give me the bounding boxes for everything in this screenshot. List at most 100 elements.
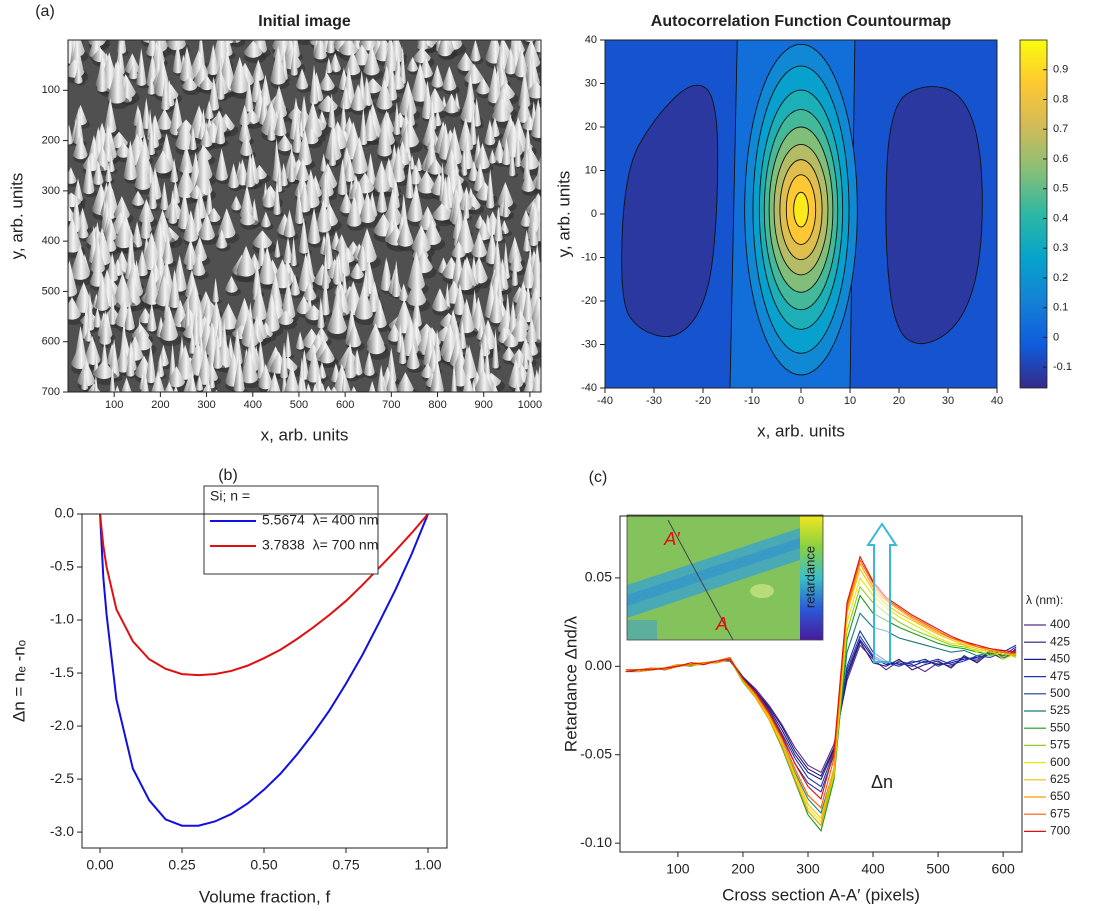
texture-shadow: [403, 409, 412, 414]
texture-cone: [73, 107, 84, 145]
inset-colorbar-label: retardance: [802, 546, 817, 608]
texture-cone: [186, 241, 194, 271]
x-tick-label: 700: [382, 399, 400, 411]
texture-cone: [491, 98, 512, 122]
texture-cone: [304, 304, 323, 321]
texture-cone: [509, 251, 523, 272]
texture-cone: [327, 300, 347, 335]
texture-shadow: [142, 410, 158, 419]
texture-cone: [514, 130, 522, 167]
y-tick-label: -40: [581, 382, 597, 394]
x-tick-label: 800: [428, 399, 446, 411]
colorbar-tick-label: 0: [1053, 331, 1059, 343]
texture-cone: [175, 120, 195, 150]
texture-cone: [144, 267, 160, 305]
texture-cone: [350, 262, 364, 280]
texture-cone: [516, 96, 532, 123]
texture-cone: [162, 233, 174, 265]
texture-shadow: [308, 408, 325, 418]
texture-cone: [521, 170, 536, 192]
texture-cone: [523, 40, 536, 42]
line-series: [625, 640, 1017, 777]
texture-cone: [471, 379, 476, 392]
texture-cone: [488, 149, 497, 164]
texture-cone: [270, 45, 286, 85]
texture-cone: [366, 328, 386, 355]
line-series: [625, 612, 1017, 815]
texture-cone: [330, 386, 338, 392]
texture-cone: [377, 116, 392, 157]
texture-cone: [290, 236, 297, 267]
texture-cone: [192, 236, 207, 262]
texture-cone: [283, 209, 296, 238]
chart-title: Initial image: [258, 13, 351, 30]
texture-cone: [384, 188, 401, 227]
texture-shadow: [389, 418, 397, 423]
texture-cone: [274, 239, 281, 258]
texture-cone: [328, 129, 337, 166]
texture-cone: [406, 392, 423, 418]
texture-cone: [260, 211, 271, 228]
texture-cone: [535, 156, 541, 190]
texture-cone: [489, 289, 504, 324]
texture-cone: [274, 106, 287, 137]
texture-cone: [539, 50, 541, 59]
texture-cone: [305, 383, 312, 392]
texture-shadow: [314, 414, 336, 427]
contour-line: [621, 84, 719, 337]
x-axis-label: Cross section A-A′ (pixels): [722, 885, 920, 904]
texture-shadow: [94, 398, 102, 403]
texture-shadow: [540, 348, 541, 349]
texture-cone: [484, 119, 496, 146]
axes-frame: [619, 515, 1023, 853]
texture-cone: [173, 385, 179, 392]
legend-title: Si; n =: [210, 488, 250, 504]
texture-shadow: [467, 403, 474, 407]
texture-cone: [533, 40, 541, 53]
legend-label: 525: [1050, 703, 1070, 717]
texture-cone: [283, 236, 293, 264]
texture-cone: [385, 368, 398, 392]
texture-cone: [114, 218, 134, 249]
texture-cone: [472, 97, 481, 127]
x-tick-label: 0.25: [168, 857, 195, 873]
texture-shadow: [270, 412, 278, 417]
texture-cone: [273, 179, 281, 216]
texture-cone: [406, 278, 427, 307]
texture-cone: [153, 150, 173, 174]
texture-cone: [520, 146, 540, 170]
legend-title: λ (nm):: [1026, 593, 1063, 607]
texture-cone: [524, 356, 536, 388]
texture-cone: [295, 68, 309, 90]
texture-cone: [156, 354, 165, 378]
texture-cone: [368, 380, 376, 392]
texture-cone: [297, 128, 312, 166]
texture-shadow: [294, 40, 315, 46]
texture-cone: [363, 351, 375, 376]
texture-cone: [160, 74, 170, 111]
texture-cone: [245, 151, 255, 188]
x-tick-label: 0: [798, 395, 804, 407]
texture-cone: [126, 349, 135, 377]
texture-shadow: [380, 391, 386, 392]
texture-shadow: [544, 72, 553, 77]
texture-cone: [272, 259, 293, 289]
x-tick-label: 400: [244, 399, 262, 411]
colorbar-tick-label: 0.1: [1053, 302, 1068, 314]
texture-cone: [313, 40, 327, 60]
texture-cone: [327, 93, 336, 128]
texture-cone: [422, 117, 439, 147]
texture-cone: [290, 44, 298, 76]
texture-cone: [463, 189, 470, 219]
texture-cone: [411, 225, 431, 253]
x-tick-label: 40: [991, 395, 1003, 407]
texture-cone: [131, 190, 145, 206]
texture-cone: [298, 217, 309, 254]
texture-cone: [236, 245, 256, 277]
legend-box: [203, 485, 379, 575]
texture-cone: [104, 98, 117, 133]
texture-cone: [339, 192, 354, 214]
texture-cone: [306, 348, 322, 383]
x-tick-label: 300: [796, 861, 820, 877]
